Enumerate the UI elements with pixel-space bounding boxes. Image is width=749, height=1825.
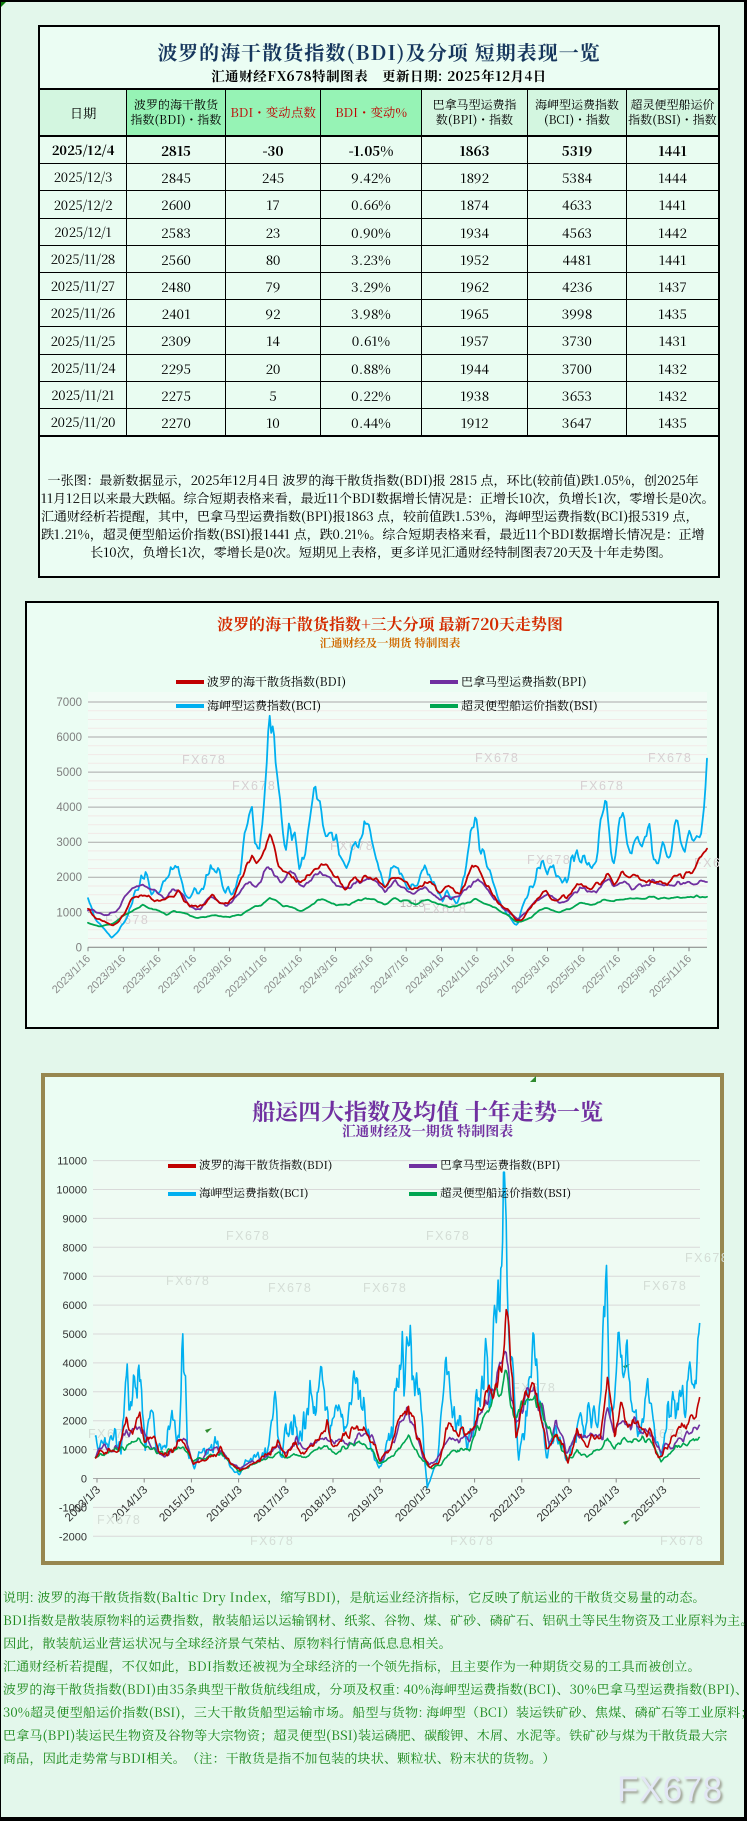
svg-text:8000: 8000 [63, 1242, 87, 1254]
svg-text:2000: 2000 [63, 1416, 87, 1428]
svg-text:0: 0 [81, 1474, 87, 1486]
svg-text:FX678: FX678 [694, 856, 719, 870]
svg-text:5000: 5000 [63, 1329, 87, 1341]
svg-text:6000: 6000 [63, 1300, 87, 1312]
svg-text:FX678: FX678 [97, 1513, 141, 1527]
svg-text:1000: 1000 [63, 1445, 87, 1457]
svg-text:3000: 3000 [63, 1387, 87, 1399]
svg-text:FX678: FX678 [685, 1251, 724, 1265]
svg-text:7000: 7000 [63, 1271, 87, 1283]
svg-text:FX678: FX678 [182, 753, 226, 767]
svg-text:4000: 4000 [63, 1358, 87, 1370]
svg-text:10000: 10000 [56, 1185, 87, 1197]
svg-text:3000: 3000 [56, 837, 82, 849]
svg-text:6000: 6000 [56, 732, 82, 744]
svg-text:FX678: FX678 [166, 1274, 210, 1288]
svg-text:11000: 11000 [57, 1156, 87, 1168]
svg-text:0: 0 [76, 942, 82, 954]
svg-text:FX678: FX678 [88, 1427, 132, 1441]
svg-text:FX678: FX678 [268, 1281, 312, 1295]
svg-text:FX678: FX678 [226, 1229, 270, 1243]
svg-text:7000: 7000 [56, 697, 82, 709]
svg-text:2000: 2000 [56, 872, 82, 884]
svg-text:5000: 5000 [56, 767, 82, 779]
svg-text:FX678: FX678 [232, 779, 276, 793]
svg-text:-2000: -2000 [59, 1531, 87, 1543]
svg-text:9000: 9000 [63, 1213, 87, 1225]
svg-text:4000: 4000 [56, 802, 82, 814]
svg-text:FX678: FX678 [330, 839, 374, 853]
svg-text:FX678: FX678 [643, 1279, 687, 1293]
svg-text:FX678: FX678 [527, 853, 571, 867]
svg-text:FX678: FX678 [580, 779, 624, 793]
svg-text:FX678: FX678 [660, 1534, 704, 1548]
svg-text:FX678: FX678 [363, 1281, 407, 1295]
svg-text:FX678: FX678 [648, 751, 692, 765]
svg-text:FX678: FX678 [475, 751, 519, 765]
svg-text:FX678: FX678 [426, 1229, 470, 1243]
svg-text:FX678: FX678 [250, 1534, 294, 1548]
svg-text:FX678: FX678 [450, 1534, 494, 1548]
svg-text:1000: 1000 [56, 907, 82, 919]
svg-text:-1000: -1000 [59, 1502, 87, 1514]
